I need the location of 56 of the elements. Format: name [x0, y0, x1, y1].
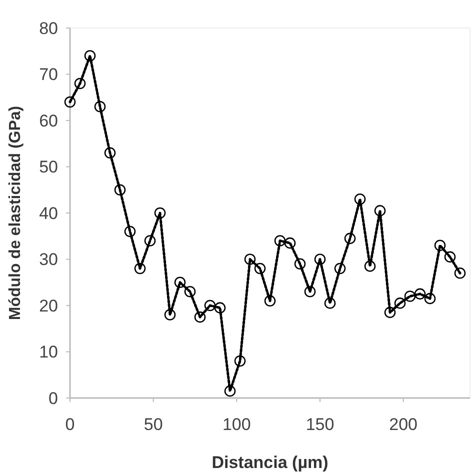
- point: [104, 147, 116, 159]
- point: [164, 309, 176, 320]
- point: [84, 50, 96, 62]
- point: [214, 302, 226, 314]
- y-tick-label: 20: [39, 296, 58, 316]
- x-tick-label: 0: [65, 415, 75, 434]
- point: [114, 184, 126, 196]
- point: [74, 78, 86, 90]
- point: [394, 298, 406, 309]
- point: [174, 276, 186, 288]
- x-tick-label: 100: [222, 415, 251, 434]
- point: [284, 237, 296, 249]
- point: [414, 288, 426, 300]
- point: [434, 240, 446, 252]
- point: [194, 311, 206, 323]
- y-tick-label: 30: [39, 250, 58, 270]
- point: [124, 226, 136, 238]
- y-tick-label: 0: [48, 388, 58, 408]
- point: [224, 385, 236, 397]
- point: [354, 193, 366, 205]
- x-tick-label: 50: [144, 415, 163, 434]
- point: [204, 300, 216, 312]
- y-tick-label: 80: [39, 18, 58, 38]
- point: [444, 251, 456, 263]
- point: [384, 306, 396, 318]
- point: [254, 262, 266, 274]
- point: [144, 235, 156, 246]
- x-tick-label: 200: [389, 415, 418, 434]
- point: [404, 290, 416, 302]
- point: [454, 267, 466, 279]
- point: [314, 254, 326, 265]
- y-tick-label: 60: [39, 111, 58, 130]
- point: [364, 260, 376, 272]
- point: [94, 100, 106, 112]
- y-tick-label: 50: [39, 158, 58, 177]
- point: [324, 298, 336, 309]
- point: [424, 292, 436, 304]
- point: [234, 355, 246, 367]
- y-axis-title: Módulo de elasticidad (GPa): [7, 106, 24, 320]
- point: [304, 286, 316, 298]
- point: [64, 96, 76, 108]
- x-tick-label: 150: [306, 415, 334, 434]
- point: [154, 207, 166, 219]
- point: [334, 262, 346, 274]
- point: [244, 254, 256, 265]
- point: [184, 286, 196, 298]
- point: [264, 295, 276, 307]
- y-tick-label: 70: [39, 65, 58, 84]
- point: [274, 235, 286, 246]
- point: [294, 258, 306, 270]
- x-axis-title: Distancia (µm): [212, 453, 328, 472]
- y-tick-label: 10: [39, 342, 58, 362]
- point: [374, 205, 386, 216]
- point: [134, 262, 146, 274]
- point: [344, 232, 356, 244]
- y-tick-label: 40: [39, 204, 58, 223]
